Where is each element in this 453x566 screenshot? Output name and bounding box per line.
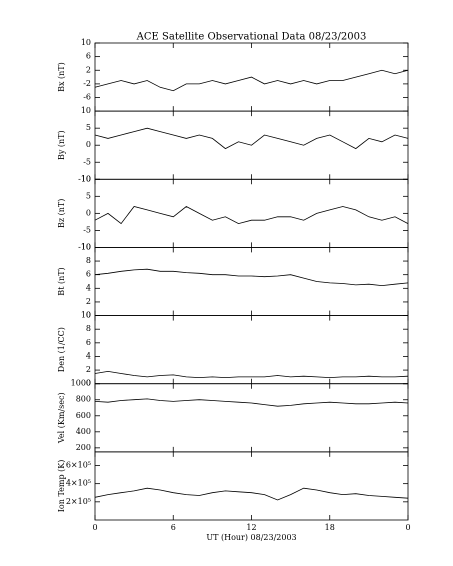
y-tick-label: 10 (81, 311, 91, 320)
y-tick-label: -10 (78, 174, 91, 183)
x-tick-label: 12 (246, 523, 256, 532)
x-tick-label: 18 (325, 523, 335, 532)
y-tick-label: 2×10⁵ (66, 497, 91, 506)
data-line (94, 370, 409, 379)
y-tick-label: 4×10⁵ (66, 479, 91, 488)
y-tick-label: -5 (83, 225, 91, 234)
y-tick-label: 4 (86, 351, 91, 360)
panel-frame (94, 383, 409, 453)
y-tick-label: 5 (86, 191, 91, 200)
y-tick-label: 6 (86, 270, 91, 279)
panel-frame (94, 315, 409, 385)
y-axis-label: Vel (Km/sec) (57, 392, 66, 444)
y-axis-label: Ion Temp (K) (57, 460, 66, 513)
y-tick-label: 10 (81, 174, 91, 183)
panel-frame (94, 178, 409, 248)
y-tick-label: 8 (86, 324, 91, 333)
y-tick-label: 10 (81, 106, 91, 115)
panel-frame (94, 247, 409, 316)
y-tick-label: 1000 (71, 379, 91, 388)
y-axis-label: Den (1/CC) (57, 327, 66, 372)
x-tick-label: 0 (92, 523, 97, 532)
x-tick-label: 0 (405, 523, 410, 532)
data-line (94, 127, 409, 150)
y-tick-label: 800 (76, 395, 91, 404)
data-line (94, 206, 409, 225)
data-line (94, 487, 409, 501)
y-tick-label: 0 (86, 379, 91, 388)
y-tick-label: 5 (86, 123, 91, 132)
y-tick-label: 4 (86, 283, 91, 292)
y-tick-label: -10 (78, 242, 91, 251)
data-line (94, 69, 409, 92)
panel-frame (94, 451, 409, 521)
y-tick-label: 600 (76, 411, 91, 420)
y-tick-label: -2 (83, 79, 91, 88)
x-tick-label: 6 (171, 523, 176, 532)
y-tick-label: 0 (86, 208, 91, 217)
y-tick-label: 2 (86, 65, 91, 74)
data-line (94, 268, 409, 287)
y-tick-label: -5 (83, 157, 91, 166)
y-tick-label: 2 (86, 365, 91, 374)
y-axis-label: Bx (nT) (57, 62, 66, 92)
data-line (94, 398, 409, 407)
y-tick-label: -6 (83, 93, 91, 102)
y-tick-label: 400 (76, 427, 91, 436)
x-axis-label: UT (Hour) 08/23/2003 (206, 533, 296, 542)
y-axis-label: Bz (nT) (57, 199, 66, 228)
chart-title: ACE Satellite Observational Data 08/23/2… (136, 32, 367, 43)
y-tick-label: 200 (76, 443, 91, 452)
y-axis-label: By (nT) (57, 130, 66, 160)
y-tick-label: 10 (81, 38, 91, 47)
y-tick-label: 0 (86, 311, 91, 320)
y-tick-label: 6×10⁵ (66, 460, 91, 469)
y-tick-label: 2 (86, 297, 91, 306)
y-tick-label: 6 (86, 52, 91, 61)
y-tick-label: 0 (86, 140, 91, 149)
y-axis-label: Bt (nT) (57, 267, 66, 295)
y-tick-label: 10 (81, 242, 91, 251)
y-tick-label: 6 (86, 338, 91, 347)
y-tick-label: 8 (86, 256, 91, 265)
